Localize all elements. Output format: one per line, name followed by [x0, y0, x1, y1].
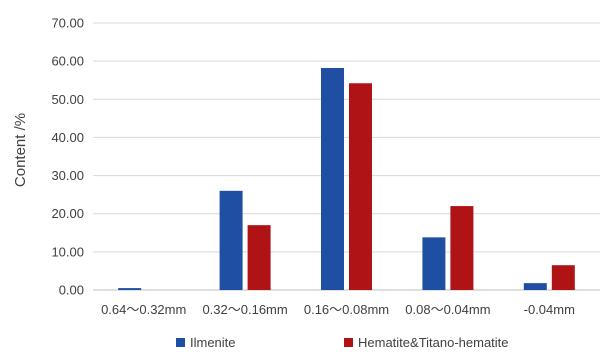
gridlines [93, 22, 600, 253]
y-tick-label: 30.00 [51, 168, 84, 183]
bar-ilmenite [422, 237, 446, 290]
y-tick-label: 40.00 [51, 130, 84, 145]
x-tick-label: 0.32～0.16mm [202, 302, 287, 317]
y-tick-label: 60.00 [51, 54, 84, 69]
bar-hematite [450, 206, 474, 290]
bar-ilmenite [321, 68, 344, 290]
y-tick-label: 20.00 [51, 206, 84, 221]
bar-hematite [349, 83, 372, 290]
y-tick-label: 70.00 [51, 16, 84, 31]
bar-ilmenite [523, 283, 547, 290]
legend-swatch [344, 338, 353, 347]
bar-hematite [247, 225, 271, 290]
x-tick-label: -0.04mm [524, 302, 575, 317]
x-tick-label: 0.64～0.32mm [101, 302, 186, 317]
legend: Ilmenite Hematite&Titano-hematite [176, 335, 509, 350]
y-tick-label: 0.00 [59, 283, 84, 298]
x-tick-label: 0.16～0.08mm [304, 302, 389, 317]
y-axis-label: Content /% [12, 113, 29, 187]
x-axis-ticks: 0.64～0.32mm 0.32～0.16mm 0.16～0.08mm 0.08～0.… [101, 302, 575, 317]
y-tick-label: 10.00 [51, 244, 84, 259]
bar-ilmenite [219, 190, 243, 290]
legend-swatch [176, 338, 185, 347]
bar-hematite [551, 265, 575, 290]
y-axis-ticks: 0.00 10.00 20.00 30.00 40.00 50.00 60.00 70.00 [51, 16, 84, 298]
x-tick-label: 0.08～0.04mm [405, 302, 490, 317]
legend-label: Hematite&Titano-hematite [358, 335, 509, 350]
legend-label: Ilmenite [190, 335, 236, 350]
bar-ilmenite [118, 288, 142, 290]
bars [118, 68, 575, 290]
y-tick-label: 50.00 [51, 92, 84, 107]
